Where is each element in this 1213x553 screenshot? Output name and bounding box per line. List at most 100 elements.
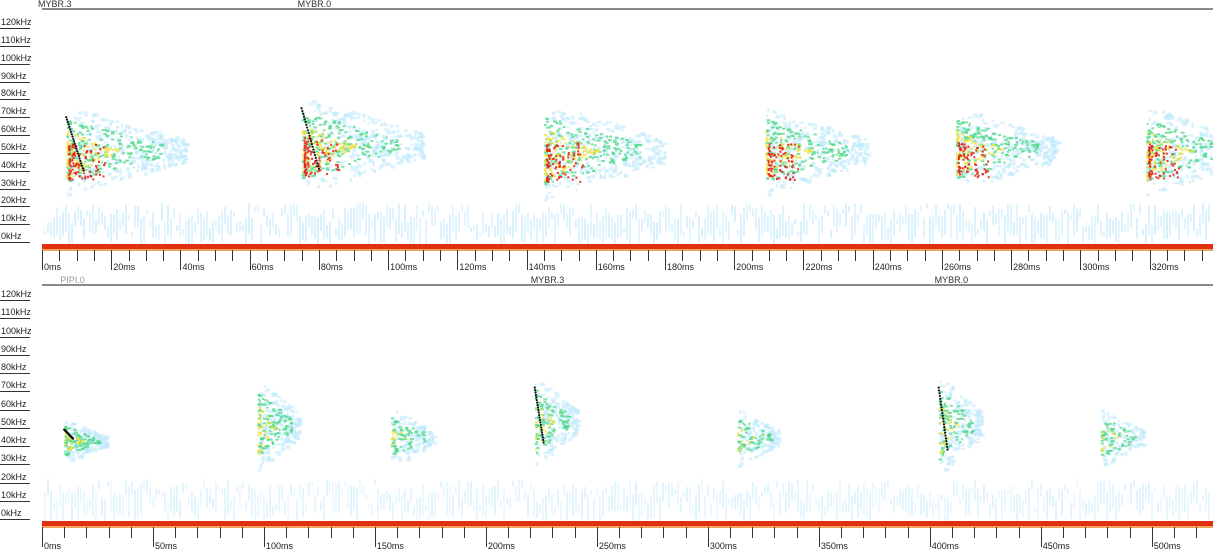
bat-call[interactable] <box>955 113 1063 184</box>
frequency-tick <box>0 170 30 172</box>
time-label: 200ms <box>736 262 764 272</box>
frequency-tick <box>0 242 30 243</box>
time-label: 300ms <box>709 541 737 551</box>
time-label: 180ms <box>667 262 695 272</box>
bat-call[interactable] <box>543 110 668 202</box>
frequency-label: 70kHz <box>1 380 27 391</box>
frequency-tick <box>0 464 30 466</box>
time-label: 100ms <box>390 262 418 272</box>
frequency-tick <box>0 300 30 301</box>
frequency-tick <box>0 427 30 429</box>
bat-call[interactable] <box>1100 409 1147 467</box>
frequency-label: 0kHz <box>1 231 22 241</box>
frequency-tick <box>0 519 30 520</box>
frequency-label: 60kHz <box>1 124 27 134</box>
frequency-tick <box>0 500 30 502</box>
baseline-bar <box>42 244 1213 249</box>
bat-call[interactable] <box>533 382 581 466</box>
time-label: 280ms <box>1013 262 1041 272</box>
frequency-label: 110kHz <box>1 307 31 318</box>
time-label: 80ms <box>320 262 343 272</box>
frequency-label: 60kHz <box>1 398 27 409</box>
baseline-bar <box>42 521 1213 526</box>
time-label: 20ms <box>113 262 136 272</box>
noise-band <box>44 202 1210 244</box>
time-label: 50ms <box>154 541 177 551</box>
bat-call[interactable] <box>1146 109 1213 197</box>
time-label: 500ms <box>1153 541 1181 551</box>
bat-call[interactable] <box>65 111 190 197</box>
time-label: 200ms <box>487 541 515 551</box>
frequency-label: 90kHz <box>1 343 27 354</box>
frequency-tick <box>0 482 30 484</box>
frequency-tick <box>0 135 30 136</box>
frequency-label: 40kHz <box>1 435 27 445</box>
time-axis <box>42 250 1203 270</box>
time-label: 450ms <box>1042 541 1070 551</box>
time-label: 0ms <box>44 262 62 272</box>
spectrogram-plot[interactable] <box>0 0 1213 244</box>
header-rule <box>42 8 1213 10</box>
spectrogram-panel-bottom[interactable]: 120kHz 110kHz 100kHz 90kHz 80kHz 70kHz 60kHz 50… <box>0 275 1213 553</box>
frequency-label: 40kHz <box>1 159 27 170</box>
baseline-highlight <box>42 249 1213 251</box>
bat-call[interactable] <box>257 385 303 472</box>
frequency-tick <box>0 409 30 411</box>
baseline-highlight <box>42 526 1213 528</box>
frequency-label: 120kHz <box>1 17 32 27</box>
frequency-label: 20kHz <box>1 471 27 482</box>
spectrogram-panel-top[interactable]: 120kHz 110kHz 100kHz 90kHz 80kHz 70kHz 60kHz 50… <box>0 0 1213 276</box>
frequency-tick <box>0 446 30 447</box>
time-label: 40ms <box>182 262 205 272</box>
bat-call[interactable] <box>765 107 872 197</box>
bat-call[interactable] <box>63 421 110 463</box>
species-label: MYBR.3 <box>530 275 565 285</box>
time-label: 400ms <box>931 541 959 551</box>
frequency-label: 10kHz <box>1 489 27 500</box>
frequency-tick <box>0 117 30 119</box>
time-label: 320ms <box>1151 262 1179 272</box>
species-label: MYBR.0 <box>934 275 969 285</box>
time-label: 120ms <box>459 262 487 272</box>
frequency-label: 30kHz <box>1 453 27 464</box>
frequency-label: 0kHz <box>1 508 22 518</box>
frequency-tick <box>0 81 30 83</box>
frequency-tick <box>0 45 30 47</box>
time-label: 160ms <box>597 262 625 272</box>
frequency-label: 100kHz <box>1 325 32 336</box>
frequency-tick <box>0 99 30 101</box>
bat-call[interactable] <box>300 100 427 189</box>
bat-call[interactable] <box>736 409 782 468</box>
time-label: 300ms <box>1082 262 1110 272</box>
frequency-tick <box>0 336 30 338</box>
frequency-label: 90kHz <box>1 70 27 81</box>
frequency-label: 50kHz <box>1 141 27 152</box>
bat-call[interactable] <box>390 410 438 462</box>
species-label: PIPI.0 <box>60 275 85 285</box>
frequency-label: 110kHz <box>1 34 31 45</box>
frequency-tick <box>0 318 30 320</box>
time-label: 350ms <box>820 541 848 551</box>
frequency-tick <box>0 224 30 226</box>
species-label: MYBR.3 <box>38 0 72 9</box>
noise-band <box>44 478 1210 521</box>
time-label: 220ms <box>805 262 833 272</box>
frequency-label: 120kHz <box>1 289 32 299</box>
spectrogram-plot[interactable] <box>0 276 1213 521</box>
frequency-tick <box>0 63 30 65</box>
frequency-label: 30kHz <box>1 177 27 188</box>
time-label: 100ms <box>265 541 293 551</box>
header-rule <box>42 284 1213 286</box>
frequency-tick <box>0 28 30 29</box>
frequency-label: 70kHz <box>1 106 27 117</box>
frequency-label: 100kHz <box>1 52 32 63</box>
frequency-tick <box>0 373 30 374</box>
time-label: 150ms <box>376 541 404 551</box>
frequency-tick <box>0 391 30 393</box>
bat-call[interactable] <box>937 380 985 472</box>
frequency-tick <box>0 188 30 190</box>
frequency-tick <box>0 152 30 154</box>
time-label: 0ms <box>44 541 62 551</box>
frequency-label: 80kHz <box>1 88 27 99</box>
frequency-tick <box>0 354 30 356</box>
